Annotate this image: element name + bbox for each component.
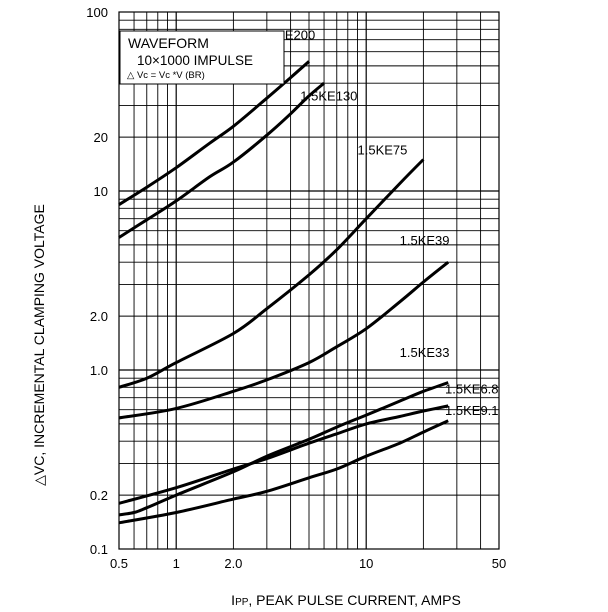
x-axis-symbol: I (231, 592, 235, 608)
x-tick-label: 10 (359, 556, 373, 571)
y-axis-title: △VC, INCREMENTAL CLAMPING VOLTAGE (31, 204, 47, 486)
y-tick-label: 100 (86, 5, 108, 20)
x-tick-label: 1 (173, 556, 180, 571)
y-tick-label: 0.2 (90, 488, 108, 503)
series-label: 1.5KE39 (400, 233, 450, 248)
series-label: 1.5KE33 (400, 345, 450, 360)
series-label: 1.5KE75 (358, 142, 408, 157)
series-line (118, 404, 449, 505)
waveform-legend: WAVEFORM 10×1000 IMPULSE △ Vc = Vc *V (B… (119, 30, 285, 85)
series-label: 1.5KE9.1 (445, 403, 499, 418)
legend-waveform-label: WAVEFORM (128, 35, 209, 51)
series-line (118, 60, 310, 206)
y-tick-label: 20 (94, 130, 108, 145)
y-tick-label: 2.0 (90, 309, 108, 324)
series-line (118, 419, 449, 525)
series-label: 1.5KE6.8 (445, 381, 499, 396)
y-tick-label: 0.1 (90, 542, 108, 557)
plot-frame (118, 11, 500, 550)
x-axis-title: IPP, PEAK PULSE CURRENT, AMPS (231, 592, 461, 608)
x-axis-subscript: PP (235, 597, 249, 608)
data-curves (118, 60, 450, 525)
x-tick-label: 2.0 (224, 556, 242, 571)
x-tick-label: 50 (492, 556, 506, 571)
series-labels: 1.5KE2001.5KE1301.5KE751.5KE391.5KE331.5… (258, 28, 498, 418)
series-line (118, 82, 325, 239)
legend-impulse-label: 10×1000 IMPULSE (137, 53, 253, 68)
series-line (118, 158, 425, 389)
y-tick-label: 1.0 (90, 363, 108, 378)
series-label: 1.5KE130 (300, 89, 357, 104)
x-tick-label: 0.5 (110, 556, 128, 571)
series-line (118, 381, 449, 517)
legend-formula: △ Vc = Vc *V (BR) (127, 70, 205, 81)
y-tick-labels: 0.1 0.2 1.0 2.0 10 20 100 (86, 5, 108, 557)
series-line (118, 261, 450, 420)
y-tick-label: 10 (94, 184, 108, 199)
x-axis-title-text: , PEAK PULSE CURRENT, AMPS (248, 592, 460, 608)
x-tick-labels: 0.5 1 2.0 10 50 (110, 556, 506, 571)
major-gridlines (119, 12, 499, 549)
